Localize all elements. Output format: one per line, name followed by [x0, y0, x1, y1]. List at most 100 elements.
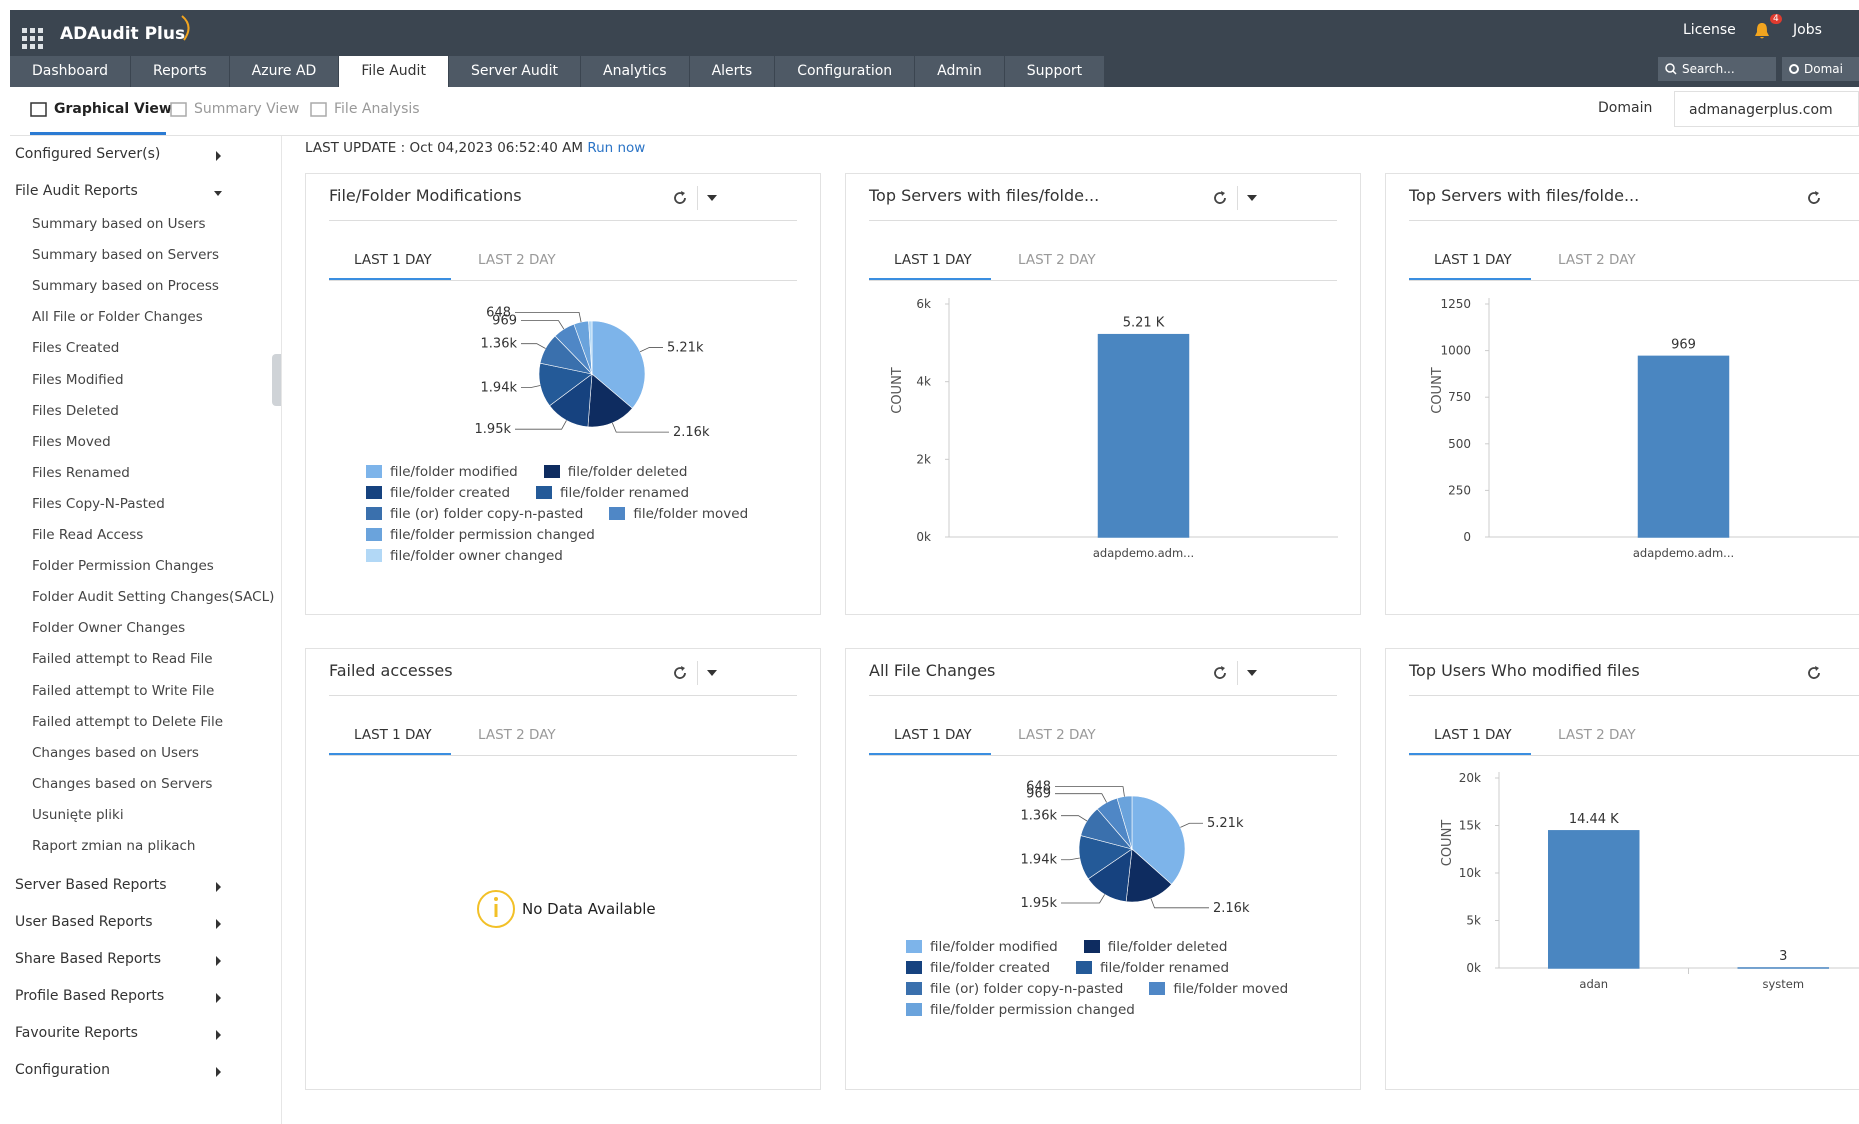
refresh-icon[interactable] — [1212, 665, 1228, 681]
legend-item[interactable]: file/folder permission changed — [906, 999, 1135, 1020]
bar[interactable] — [1097, 333, 1190, 538]
nav-tab[interactable]: Alerts — [689, 56, 776, 87]
brand: ADAudit Plus — [60, 24, 186, 44]
nav-tab[interactable]: Server Audit — [448, 56, 582, 87]
period-tab[interactable]: LAST 2 DAY — [1018, 252, 1096, 268]
legend-label: file/folder deleted — [567, 463, 688, 480]
sidebar-item[interactable]: Failed attempt to Delete File — [32, 713, 224, 730]
legend-item[interactable]: file/folder modified — [906, 936, 1058, 957]
legend-item[interactable]: file/folder moved — [1149, 978, 1288, 999]
sidebar-item[interactable]: File Read Access — [32, 527, 144, 543]
sidebar-item[interactable]: All File or Folder Changes — [32, 309, 203, 326]
y-tick-label: 10k — [1459, 866, 1481, 880]
widget-menu[interactable] — [707, 670, 719, 678]
sidebar-item[interactable]: Files Created — [32, 340, 120, 357]
period-tab[interactable]: LAST 2 DAY — [1558, 727, 1636, 743]
period-tab[interactable]: LAST 2 DAY — [1018, 727, 1096, 743]
caret-shape — [216, 151, 221, 161]
period-tab[interactable]: LAST 2 DAY — [478, 727, 556, 743]
legend-item[interactable]: file/folder created — [906, 957, 1050, 978]
legend-item[interactable]: file/folder permission changed — [366, 524, 595, 545]
sidebar-item[interactable]: Failed attempt to Write File — [32, 682, 215, 699]
nav-tab[interactable]: Dashboard — [10, 56, 131, 87]
legend-item[interactable]: file/folder owner changed — [366, 545, 563, 566]
app-grid-icon[interactable] — [22, 28, 44, 50]
sidebar-item[interactable]: Summary based on Users — [32, 216, 206, 232]
refresh-icon[interactable] — [672, 665, 688, 681]
widget: All File Changes LAST 1 DAY LAST 2 DAY 5.21… — [845, 648, 1361, 1090]
legend-swatch — [906, 982, 922, 995]
widget-menu[interactable] — [1247, 670, 1259, 678]
nav-tab[interactable]: Admin — [915, 56, 1005, 87]
view-tab[interactable]: Summary View — [170, 101, 299, 117]
period-tab[interactable]: LAST 1 DAY — [354, 252, 432, 268]
legend-item[interactable]: file/folder renamed — [1076, 957, 1229, 978]
period-tab[interactable]: LAST 2 DAY — [478, 252, 556, 268]
sidebar-item[interactable]: Raport zmian na plikach — [32, 838, 196, 854]
nav-tab[interactable]: Analytics — [581, 56, 690, 87]
legend-item[interactable]: file/folder modified — [366, 461, 518, 482]
bell-icon[interactable] — [1754, 22, 1770, 40]
nav-tab[interactable]: Configuration — [775, 56, 916, 87]
sidebar-item[interactable]: Files Copy-N-Pasted — [32, 495, 165, 512]
nav-tab[interactable]: Support — [1004, 56, 1106, 87]
domain-button[interactable]: Domai — [1782, 57, 1859, 81]
legend-label: file/folder permission changed — [930, 1001, 1135, 1018]
period-tab[interactable]: LAST 1 DAY — [894, 727, 972, 743]
sidebar-section[interactable]: Favourite Reports — [15, 1025, 138, 1042]
refresh-icon[interactable] — [1212, 190, 1228, 206]
sidebar-section[interactable]: User Based Reports — [15, 914, 153, 931]
period-tab[interactable]: LAST 1 DAY — [354, 727, 432, 743]
sidebar-section[interactable]: Server Based Reports — [15, 877, 167, 894]
sidebar-item[interactable]: Summary based on Servers — [32, 247, 219, 264]
sidebar-section[interactable]: Profile Based Reports — [15, 988, 165, 1005]
legend-item[interactable]: file/folder deleted — [1083, 936, 1227, 957]
refresh-icon[interactable] — [1806, 665, 1822, 681]
sidebar-item[interactable]: Usunięte pliki — [32, 806, 124, 823]
legend-item[interactable]: file/folder created — [366, 482, 510, 503]
sidebar-collapse-handle[interactable] — [272, 354, 281, 406]
license-link[interactable]: License — [1683, 22, 1736, 38]
period-tab[interactable]: LAST 1 DAY — [1434, 727, 1512, 743]
nav-tab[interactable]: File Audit — [339, 56, 449, 87]
view-tab[interactable]: File Analysis — [310, 101, 420, 117]
sidebar-item[interactable]: Folder Permission Changes — [32, 558, 214, 575]
legend-item[interactable]: file (or) folder copy-n-pasted — [906, 978, 1123, 999]
domain-select[interactable]: admanagerplus.com — [1674, 91, 1859, 127]
refresh-icon[interactable] — [672, 190, 688, 206]
pie-label: 1.94k — [481, 381, 518, 396]
period-tab[interactable]: LAST 2 DAY — [1558, 252, 1636, 268]
sidebar-section[interactable]: Share Based Reports — [15, 951, 161, 968]
period-tab[interactable]: LAST 1 DAY — [894, 252, 972, 268]
legend-item[interactable]: file/folder renamed — [536, 482, 689, 503]
sidebar-item[interactable]: Folder Owner Changes — [32, 620, 186, 637]
run-now-link[interactable]: Run now — [587, 140, 646, 156]
period-tab[interactable]: LAST 1 DAY — [1434, 252, 1512, 268]
view-tab[interactable]: Graphical View — [30, 101, 172, 117]
sidebar-item[interactable]: Summary based on Process — [32, 278, 219, 295]
sidebar-item[interactable]: Changes based on Users — [32, 744, 199, 761]
sidebar-item[interactable]: Files Deleted — [32, 402, 119, 419]
y-tick-label: 0k — [1466, 961, 1481, 975]
bar[interactable] — [1548, 830, 1640, 969]
sidebar-item[interactable]: Files Renamed — [32, 464, 130, 481]
jobs-link[interactable]: Jobs — [1793, 22, 1822, 38]
widget-menu[interactable] — [707, 195, 719, 203]
sidebar-item[interactable]: Changes based on Servers — [32, 775, 213, 792]
legend-item[interactable]: file/folder moved — [609, 503, 748, 524]
sidebar-section[interactable]: Configuration — [15, 1062, 110, 1079]
nav-tab[interactable]: Reports — [130, 56, 230, 87]
sidebar-item[interactable]: Folder Audit Setting Changes(SACL) — [32, 589, 275, 606]
bar[interactable] — [1637, 355, 1730, 538]
legend-item[interactable]: file/folder deleted — [543, 461, 688, 482]
nav-tab[interactable]: Azure AD — [229, 56, 340, 87]
legend-item[interactable]: file (or) folder copy-n-pasted — [366, 503, 583, 524]
sidebar-section[interactable]: File Audit Reports — [15, 183, 138, 199]
sidebar-item[interactable]: Failed attempt to Read File — [32, 651, 213, 668]
refresh-icon[interactable] — [1806, 190, 1822, 206]
sidebar-item[interactable]: Files Modified — [32, 371, 124, 388]
widget-menu[interactable] — [1247, 195, 1259, 203]
sidebar-section[interactable]: Configured Server(s) — [15, 146, 161, 162]
sidebar-item[interactable]: Files Moved — [32, 433, 111, 450]
search-box[interactable]: Search... — [1658, 57, 1776, 81]
